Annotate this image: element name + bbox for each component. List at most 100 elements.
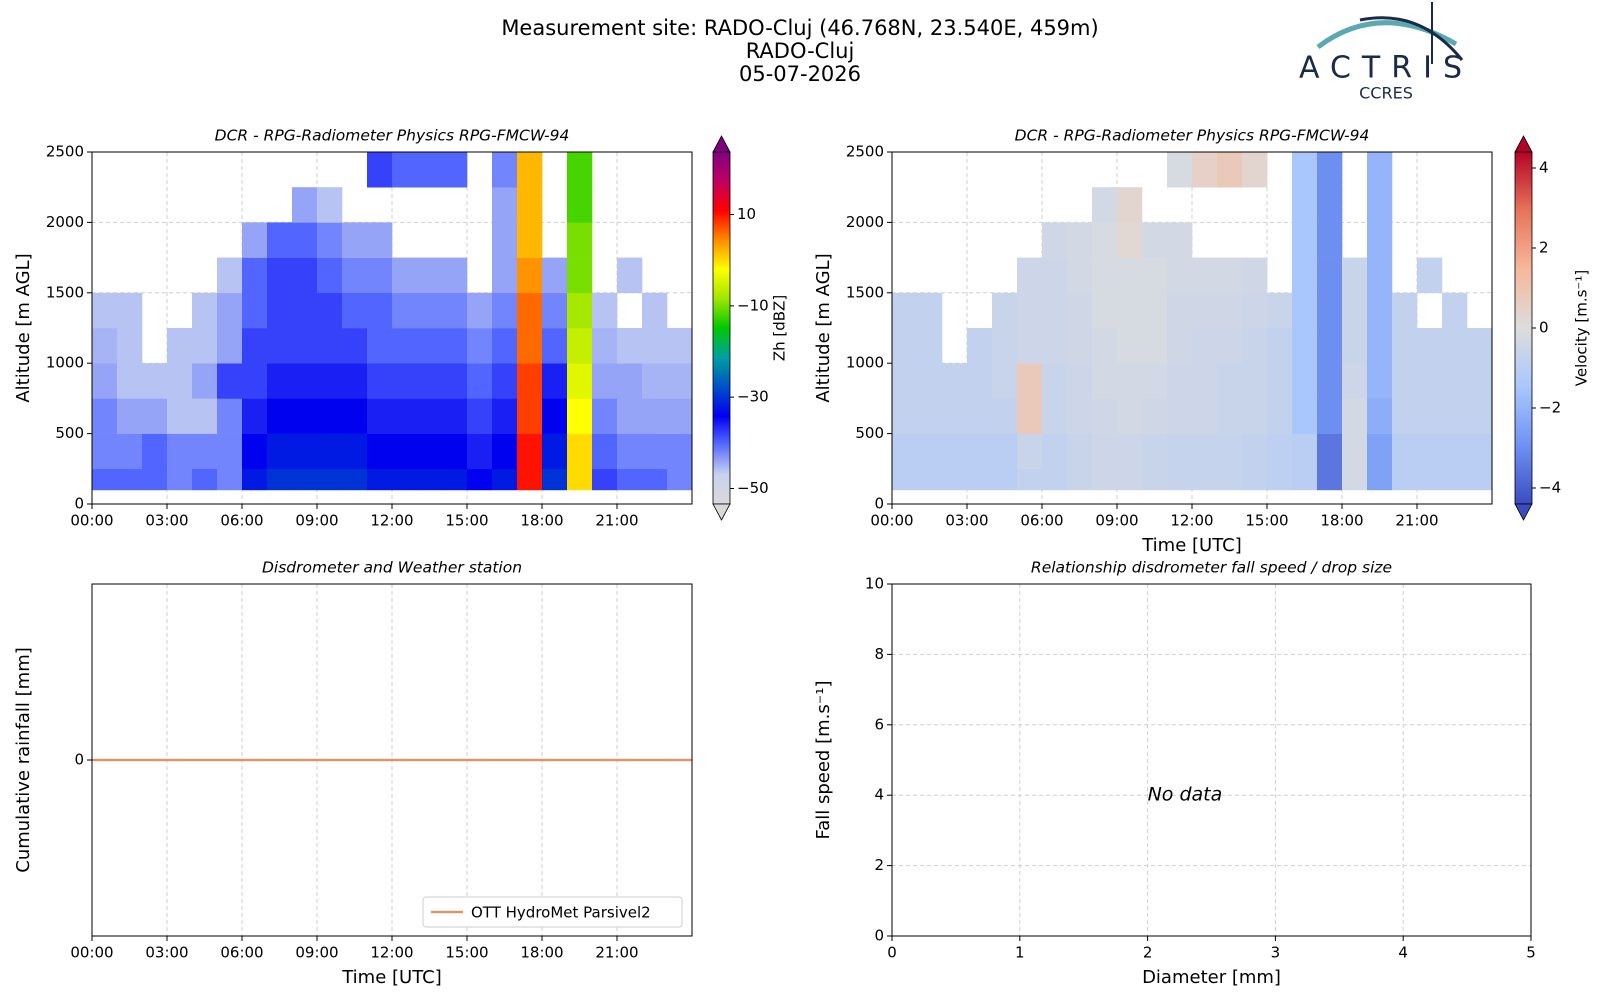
heatmap-cell xyxy=(1042,363,1068,399)
heatmap-cell xyxy=(1442,292,1468,329)
heatmap-cell xyxy=(1417,257,1443,294)
heatmap-cell xyxy=(1242,328,1268,364)
heatmap-cell xyxy=(1292,398,1318,434)
heatmap-cell xyxy=(267,468,293,491)
x-tick-label: 00:00 xyxy=(870,512,913,530)
heatmap-cell xyxy=(1092,292,1118,329)
heatmap-cell xyxy=(1142,363,1168,399)
heatmap-cell xyxy=(1067,433,1093,470)
heatmap-cell xyxy=(1067,363,1093,399)
heatmap-cell xyxy=(1042,398,1068,434)
heatmap-cell xyxy=(917,363,943,399)
colorbar xyxy=(712,151,731,505)
heatmap-cell xyxy=(1117,292,1143,329)
heatmap-cell xyxy=(1167,328,1193,364)
panel-title: DCR - RPG-Radiometer Physics RPG-FMCW-94 xyxy=(1015,127,1370,145)
heatmap-cell xyxy=(242,468,268,491)
heatmap-cell xyxy=(1092,187,1118,223)
heatmap-cell xyxy=(1292,222,1318,258)
heatmap-cell xyxy=(442,363,468,399)
heatmap-cell xyxy=(392,398,418,434)
heatmap-cell xyxy=(267,328,293,364)
heatmap-cell xyxy=(217,398,243,434)
heatmap-cell xyxy=(1342,363,1368,399)
heatmap-cell xyxy=(1467,468,1493,491)
heatmap-cell xyxy=(317,292,343,329)
heatmap-cell xyxy=(517,433,543,470)
heatmap-cell xyxy=(1442,398,1468,434)
heatmap-cell xyxy=(542,257,568,294)
heatmap-cell xyxy=(1342,433,1368,470)
heatmap-cell xyxy=(392,363,418,399)
heatmap-cell xyxy=(342,292,368,329)
heatmap-cell xyxy=(1417,433,1443,470)
x-tick-label: 12:00 xyxy=(370,944,413,962)
heatmap-cell xyxy=(1367,328,1393,364)
heatmap-cell xyxy=(1092,363,1118,399)
heatmap-cell xyxy=(92,328,118,364)
header-title: Measurement site: RADO-Cluj (46.768N, 23… xyxy=(501,16,1098,40)
heatmap-cell xyxy=(1217,152,1243,188)
heatmap-cell xyxy=(1017,292,1043,329)
heatmap-cell xyxy=(1292,187,1318,223)
heatmap-cell xyxy=(92,433,118,470)
annotation: No data xyxy=(1148,784,1223,806)
heatmap-cell xyxy=(492,187,518,223)
heatmap-cell xyxy=(217,433,243,470)
heatmap-cell xyxy=(467,433,493,470)
heatmap-cell xyxy=(1367,187,1393,223)
heatmap-cell xyxy=(1117,363,1143,399)
heatmap-cell xyxy=(442,433,468,470)
heatmap-cell xyxy=(242,363,268,399)
colorbar xyxy=(1514,151,1533,505)
y-tick-label: 2500 xyxy=(46,143,84,161)
heatmap-cell xyxy=(192,468,218,491)
heatmap-cell xyxy=(1392,468,1418,491)
heatmap-cell xyxy=(1242,152,1268,188)
heatmap-cell xyxy=(617,328,643,364)
x-tick-label: 06:00 xyxy=(1020,512,1063,530)
heatmap-cell xyxy=(1292,433,1318,470)
heatmap-cell xyxy=(142,468,168,491)
heatmap-cell xyxy=(1442,468,1468,491)
heatmap-cell xyxy=(1242,468,1268,491)
x-tick-label: 15:00 xyxy=(1245,512,1288,530)
heatmap-cell xyxy=(1167,398,1193,434)
heatmap-cell xyxy=(1192,328,1218,364)
heatmap-cell xyxy=(617,398,643,434)
heatmap-cell xyxy=(892,433,918,470)
heatmap-cell xyxy=(1442,363,1468,399)
panel-title: Disdrometer and Weather station xyxy=(262,559,522,577)
heatmap-cell xyxy=(542,292,568,329)
heatmap-cell xyxy=(117,433,143,470)
heatmap-cell xyxy=(467,398,493,434)
heatmap-cell xyxy=(1042,328,1068,364)
x-tick-label: 3 xyxy=(1271,944,1281,962)
heatmap-cell xyxy=(1167,257,1193,294)
heatmap-cell xyxy=(542,468,568,491)
heatmap-cell xyxy=(1292,292,1318,329)
heatmap-cell xyxy=(942,468,968,491)
y-tick-label: 0 xyxy=(874,927,884,945)
heatmap-cell xyxy=(567,222,593,258)
heatmap-cell xyxy=(1392,328,1418,364)
heatmap-cell xyxy=(292,222,318,258)
heatmap-cell xyxy=(392,433,418,470)
heatmap-cell xyxy=(1342,292,1368,329)
heatmap-cell xyxy=(592,398,618,434)
heatmap-cell xyxy=(417,152,443,188)
heatmap-cell xyxy=(1042,222,1068,258)
heatmap-cell xyxy=(567,363,593,399)
heatmap-cell xyxy=(1217,292,1243,329)
heatmap-cell xyxy=(1167,363,1193,399)
logo: ACTRIS CCRES xyxy=(1299,2,1464,103)
heatmap-cell xyxy=(1342,398,1368,434)
heatmap-cell xyxy=(1342,257,1368,294)
heatmap-cell xyxy=(167,398,193,434)
heatmap-cell xyxy=(1117,328,1143,364)
y-tick-label: 1500 xyxy=(846,283,884,301)
heatmap-cell xyxy=(1192,398,1218,434)
heatmap-cell xyxy=(242,398,268,434)
heatmap-cell xyxy=(1392,363,1418,399)
